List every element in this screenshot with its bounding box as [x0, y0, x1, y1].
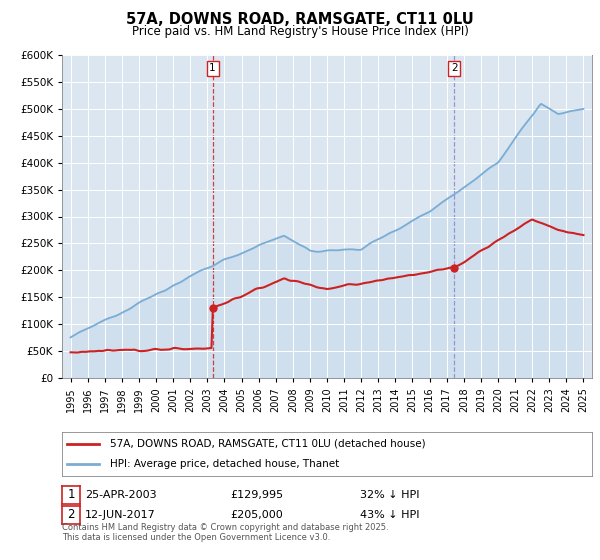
Text: 1: 1	[209, 63, 216, 73]
Text: £129,995: £129,995	[230, 490, 283, 500]
Text: 43% ↓ HPI: 43% ↓ HPI	[360, 510, 419, 520]
Text: Contains HM Land Registry data © Crown copyright and database right 2025.
This d: Contains HM Land Registry data © Crown c…	[62, 522, 389, 542]
Text: £205,000: £205,000	[230, 510, 283, 520]
Text: 25-APR-2003: 25-APR-2003	[85, 490, 157, 500]
Text: 32% ↓ HPI: 32% ↓ HPI	[360, 490, 419, 500]
Text: 2: 2	[451, 63, 458, 73]
Text: HPI: Average price, detached house, Thanet: HPI: Average price, detached house, Than…	[110, 459, 339, 469]
Text: Price paid vs. HM Land Registry's House Price Index (HPI): Price paid vs. HM Land Registry's House …	[131, 25, 469, 38]
Text: 57A, DOWNS ROAD, RAMSGATE, CT11 0LU (detached house): 57A, DOWNS ROAD, RAMSGATE, CT11 0LU (det…	[110, 439, 425, 449]
Text: 1: 1	[67, 488, 75, 502]
Text: 2: 2	[67, 508, 75, 521]
Text: 57A, DOWNS ROAD, RAMSGATE, CT11 0LU: 57A, DOWNS ROAD, RAMSGATE, CT11 0LU	[126, 12, 474, 27]
Text: 12-JUN-2017: 12-JUN-2017	[85, 510, 156, 520]
